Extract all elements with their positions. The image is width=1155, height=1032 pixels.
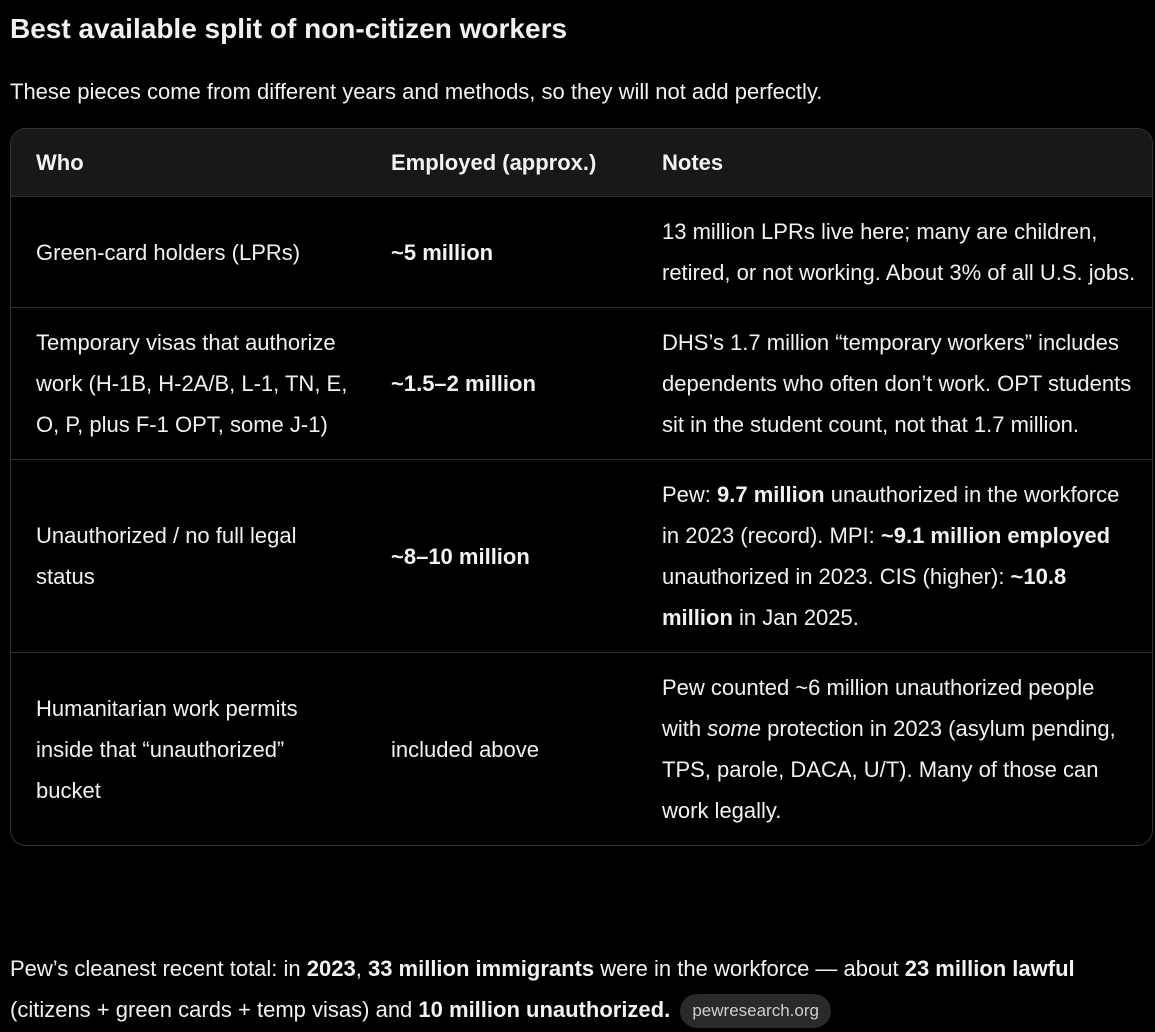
text-run: Temporary visas that authorize work (H-1… (36, 330, 348, 437)
text-run: Pew’s cleanest recent total: in (10, 956, 307, 981)
footer: Pew’s cleanest recent total: in 2023, 33… (10, 948, 1150, 1030)
table-row: Unauthorized / no full legal status ~8–10… (11, 459, 1152, 653)
text-run: Pew counted ~6 million unauthorized peop… (662, 675, 1095, 741)
text-run: ~10.8 million (662, 564, 1067, 630)
column-header: Who (11, 129, 391, 197)
text-run: in Jan 2025. (732, 605, 859, 630)
text-run: ~1.5–2 million (391, 371, 536, 396)
title: Best available split of non-citizen work… (10, 13, 568, 44)
table-row: Temporary visas that authorize work (H-1… (11, 307, 1152, 460)
text-run: Green-card holders (LPRs) (36, 239, 301, 265)
source-chip[interactable]: pewresearch.org (680, 994, 831, 1029)
table-card: Who Employed (approx.) Notes Green-card ho… (10, 128, 1153, 846)
text-run: were in the workforce — about (594, 956, 905, 981)
text-run: unauthorized in the workforce in 2023 (r… (662, 482, 1120, 548)
text-run: ~9.1 million employed (880, 523, 1111, 548)
text-run: 23 million lawful (904, 956, 1075, 981)
table-row: Green-card holders (LPRs) ~5 million 13 mi… (11, 196, 1152, 308)
column-header: Notes (662, 129, 1152, 197)
table-cell: ~8–10 million (391, 459, 662, 653)
table-cell: Temporary visas that authorize work (H-1… (11, 307, 391, 460)
subtitle: These pieces come from different years a… (10, 79, 823, 104)
text-run: protection in 2023 (asylum pending, TPS,… (662, 716, 1116, 823)
text-run: some (707, 716, 762, 741)
text-run: 10 million unauthorized. (418, 997, 671, 1022)
table-cell: DHS’s 1.7 million “temporary workers” in… (662, 307, 1152, 460)
text-run: 33 million immigrants (367, 956, 595, 981)
table-cell: 13 million LPRs live here; many are chil… (662, 196, 1152, 308)
header-row: Who Employed (approx.) Notes (11, 129, 1152, 197)
text-run: unauthorized in 2023. CIS (higher): (662, 564, 1011, 589)
text-run: DHS’s 1.7 million “temporary workers” in… (662, 330, 1132, 437)
text-run: , (355, 956, 368, 981)
text-run: ~5 million (391, 239, 494, 265)
text-run: included above (391, 736, 540, 762)
table-row: Humanitarian work permits inside that “u… (11, 652, 1152, 845)
text-run: 13 million LPRs live here; many are chil… (662, 219, 1136, 285)
table-cell: Pew counted ~6 million unauthorized peop… (662, 652, 1152, 845)
table: Who Employed (approx.) Notes Green-card ho… (11, 129, 1152, 845)
table-cell: Humanitarian work permits inside that “u… (11, 652, 391, 845)
text-run: Humanitarian work permits inside that “u… (36, 695, 298, 803)
table-cell: ~1.5–2 million (391, 307, 662, 460)
text-run: Unauthorized / no full legal status (36, 523, 297, 589)
text-run: 9.7 million (717, 482, 825, 507)
column-header: Employed (approx.) (391, 129, 662, 197)
text-run: ~8–10 million (391, 543, 530, 569)
table-cell: Pew: 9.7 million unauthorized in the wor… (662, 459, 1152, 653)
text-run: Pew: (662, 482, 718, 507)
table-cell: ~5 million (391, 196, 662, 308)
text-run: 2023 (306, 956, 356, 981)
table-cell: Unauthorized / no full legal status (11, 459, 391, 653)
table-cell: included above (391, 652, 662, 845)
table-cell: Green-card holders (LPRs) (11, 196, 391, 308)
text-run: (citizens + green cards + temp visas) an… (10, 997, 419, 1022)
